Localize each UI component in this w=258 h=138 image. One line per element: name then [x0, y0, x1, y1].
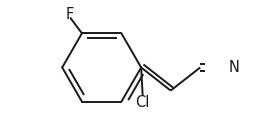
Text: Cl: Cl: [135, 95, 150, 110]
Text: N: N: [229, 60, 240, 75]
Text: F: F: [65, 7, 74, 22]
